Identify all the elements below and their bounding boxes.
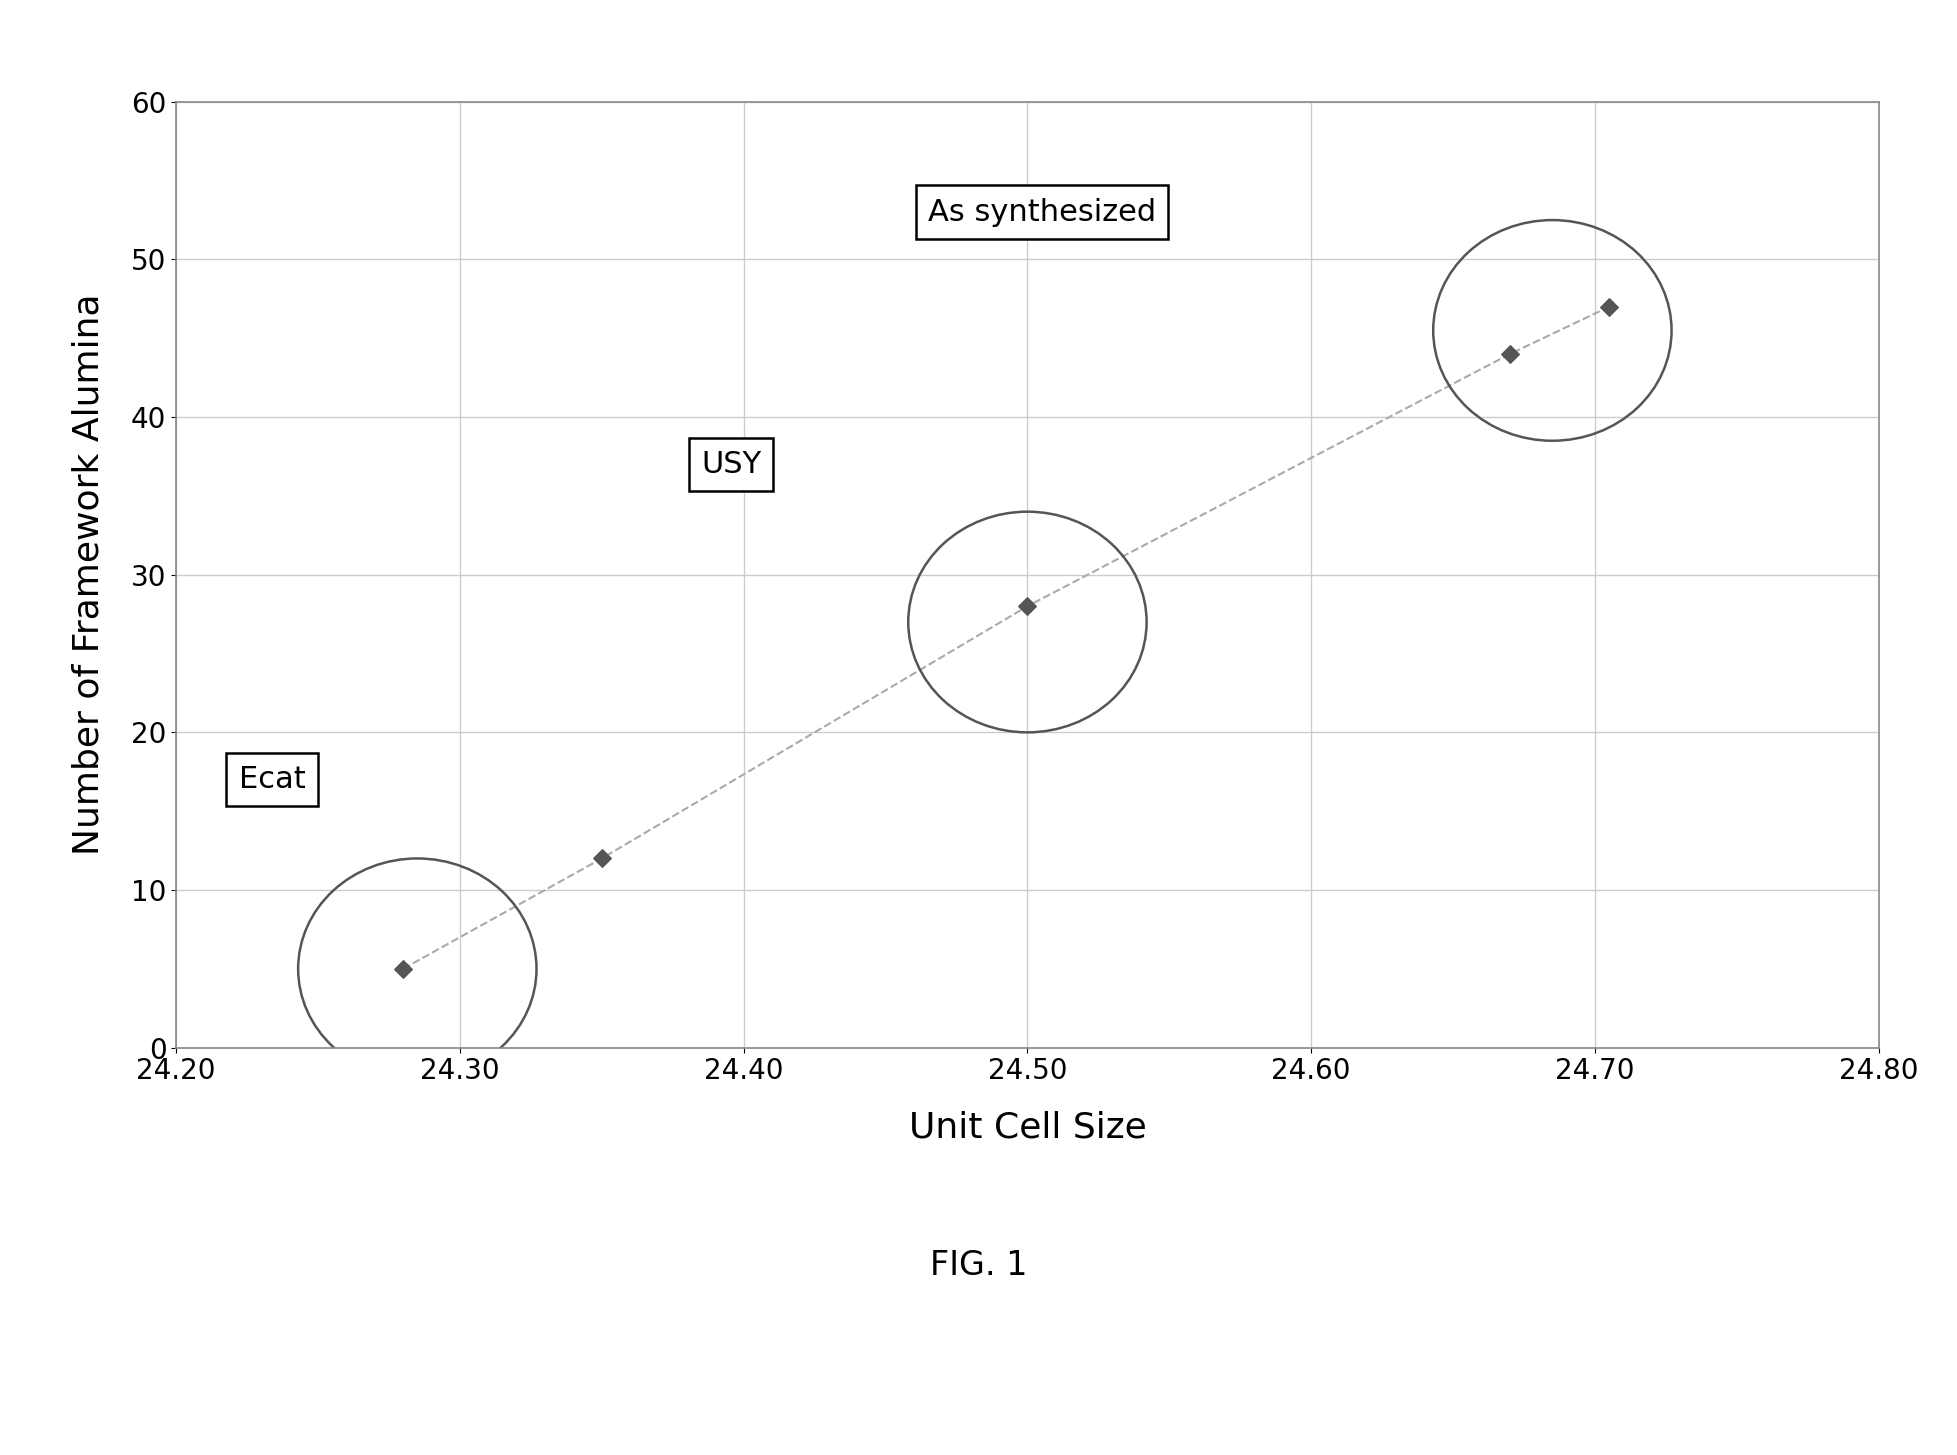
Text: FIG. 1: FIG. 1 (930, 1250, 1027, 1282)
Text: Ecat: Ecat (239, 765, 305, 794)
Point (387, 957, 419, 981)
Point (1593, 295, 1624, 319)
Point (1495, 342, 1526, 365)
Y-axis label: Number of Framework Alumina: Number of Framework Alumina (72, 294, 106, 856)
Point (1012, 595, 1043, 618)
Point (587, 847, 618, 870)
X-axis label: Unit Cell Size: Unit Cell Size (908, 1110, 1147, 1144)
Text: As synthesized: As synthesized (928, 198, 1157, 227)
Text: USY: USY (701, 450, 761, 479)
